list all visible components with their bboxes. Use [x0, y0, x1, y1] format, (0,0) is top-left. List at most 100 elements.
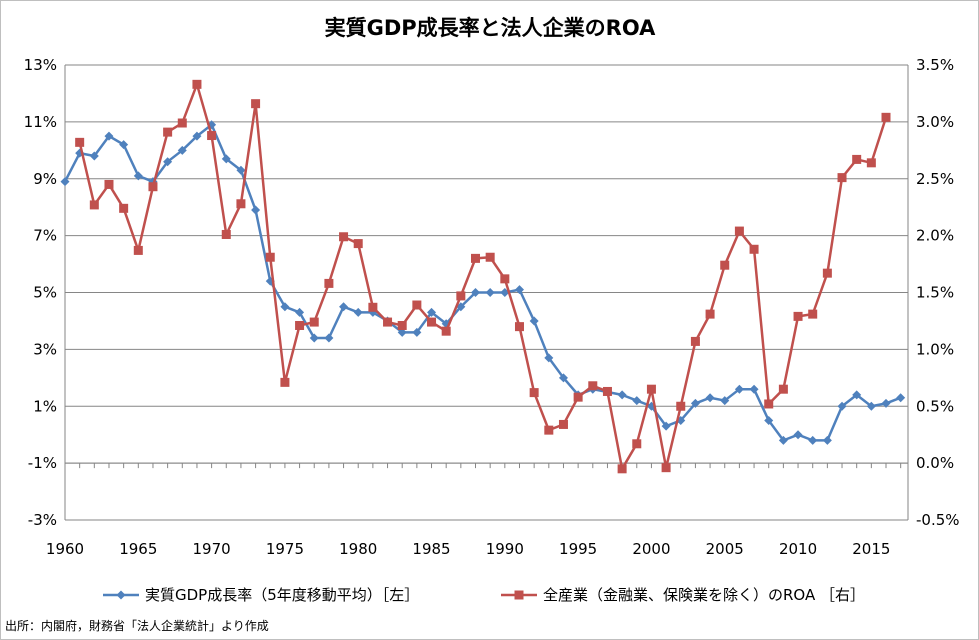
data-point — [485, 288, 495, 297]
x-tick-label: 1995 — [559, 540, 597, 558]
data-point — [500, 274, 510, 284]
y-left-tick-label: 13% — [24, 56, 57, 74]
source-note: 出所：内閣府，財務省「法人企業統計」より作成 — [5, 618, 269, 633]
y-right-tick-label: 0.5% — [916, 397, 954, 415]
y-right-tick-label: 3.5% — [916, 56, 954, 74]
data-point — [133, 245, 143, 255]
chart-title: 実質GDP成長率と法人企業のROA — [325, 16, 657, 40]
y-right-tick-label: 1.0% — [916, 340, 954, 358]
data-point — [734, 384, 744, 394]
data-point — [705, 393, 715, 403]
data-point — [75, 137, 85, 147]
data-point — [309, 333, 319, 343]
series-roa — [75, 79, 891, 474]
data-point — [89, 200, 99, 210]
data-point — [177, 118, 187, 128]
data-point — [412, 327, 422, 337]
data-point — [89, 151, 99, 161]
data-point — [236, 199, 246, 209]
data-point — [324, 333, 334, 343]
data-point — [471, 253, 481, 263]
data-point — [514, 322, 524, 332]
data-point — [544, 425, 554, 435]
data-point — [558, 373, 568, 383]
x-tick-label: 1985 — [412, 540, 450, 558]
x-tick-label: 1980 — [339, 540, 377, 558]
data-point — [295, 307, 305, 317]
series — [60, 79, 906, 474]
data-point — [280, 377, 290, 387]
y-right-tick-label: 2.5% — [916, 170, 954, 188]
legend: 実質GDP成長率（5年度移動平均）［左］ 全産業（金融業、保険業を除く）のROA … — [103, 586, 865, 604]
data-point — [588, 381, 598, 391]
y-left-tick-label: 11% — [24, 113, 57, 131]
data-point — [720, 260, 730, 270]
data-point — [412, 300, 422, 310]
data-point — [837, 401, 847, 411]
data-point — [251, 99, 261, 109]
data-point — [104, 131, 114, 141]
data-point — [295, 320, 305, 330]
data-point — [734, 226, 744, 236]
data-point — [544, 353, 554, 363]
y-right-tick-label: -0.5% — [916, 511, 960, 529]
data-point — [558, 419, 568, 429]
data-point — [866, 401, 876, 411]
data-point — [793, 311, 803, 321]
y-left-tick-label: -3% — [28, 511, 57, 529]
x-tick-label: 1965 — [119, 540, 157, 558]
x-tick-label: 1990 — [486, 540, 524, 558]
data-point — [309, 317, 319, 327]
data-point — [881, 112, 891, 122]
data-point — [119, 140, 129, 150]
data-point — [177, 145, 187, 155]
data-point — [485, 252, 495, 262]
data-point — [529, 316, 539, 326]
data-point — [397, 327, 407, 337]
y-left-tick-label: 7% — [33, 227, 57, 245]
y-left-tick-label: 9% — [33, 170, 57, 188]
data-point — [324, 278, 334, 288]
data-point — [617, 390, 627, 400]
data-point — [793, 430, 803, 440]
legend-marker — [116, 590, 126, 600]
data-point — [749, 384, 759, 394]
data-point — [471, 288, 481, 297]
data-point — [661, 463, 671, 473]
data-point — [822, 435, 832, 445]
data-point — [764, 399, 774, 409]
data-point — [163, 127, 173, 137]
y-left-tick-label: -1% — [28, 454, 57, 472]
data-point — [353, 239, 363, 249]
data-point — [632, 439, 642, 449]
data-point — [764, 415, 774, 425]
data-point — [602, 386, 612, 396]
data-point — [427, 307, 437, 317]
x-tick-label: 2015 — [852, 540, 890, 558]
legend-item: 全産業（金融業、保険業を除く）のROA ［右］ — [501, 586, 865, 604]
data-point — [808, 435, 818, 445]
series-gdp-growth — [60, 120, 906, 445]
y-right-tick-label: 3.0% — [916, 113, 954, 131]
y-left-tick-label: 5% — [33, 284, 57, 302]
legend-item: 実質GDP成長率（5年度移動平均）［左］ — [103, 586, 419, 604]
data-point — [368, 302, 378, 312]
data-point — [866, 158, 876, 168]
data-point — [353, 307, 363, 317]
x-tick-label: 1975 — [266, 540, 304, 558]
data-point — [573, 392, 583, 402]
data-point — [778, 435, 788, 445]
data-point — [441, 326, 451, 336]
data-point — [690, 336, 700, 346]
y-right-tick-label: 1.5% — [916, 284, 954, 302]
data-point — [339, 232, 349, 242]
data-point — [163, 157, 173, 167]
x-tick-label: 2010 — [779, 540, 817, 558]
data-point — [427, 317, 437, 327]
data-point — [133, 171, 143, 181]
y-left-tick-label: 1% — [33, 397, 57, 415]
legend-label: 全産業（金融業、保険業を除く）のROA ［右］ — [543, 586, 865, 604]
data-point — [896, 393, 906, 403]
